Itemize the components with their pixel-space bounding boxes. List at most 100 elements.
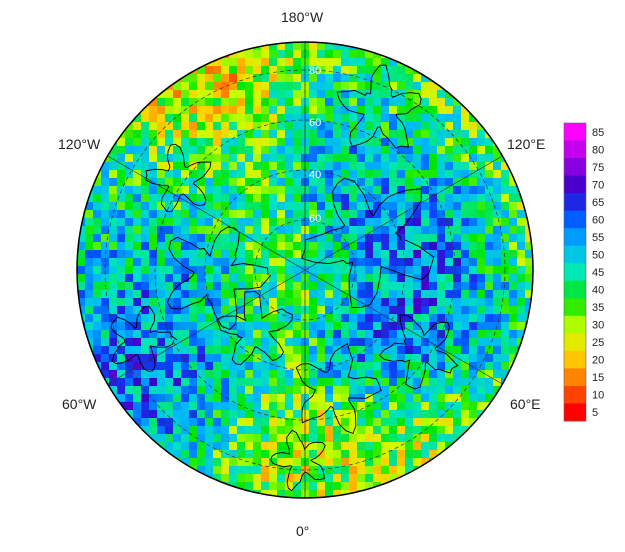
raster-cell bbox=[349, 58, 357, 66]
raster-cell bbox=[405, 314, 413, 322]
raster-cell bbox=[197, 274, 205, 282]
raster-cell bbox=[493, 258, 501, 266]
raster-cell bbox=[397, 122, 405, 130]
raster-cell bbox=[493, 266, 501, 274]
raster-cell bbox=[349, 322, 357, 330]
raster-cell bbox=[277, 426, 285, 434]
raster-cell bbox=[213, 298, 221, 306]
raster-cell bbox=[253, 458, 261, 466]
raster-cell bbox=[421, 194, 429, 202]
raster-cell bbox=[277, 282, 285, 290]
raster-cell bbox=[253, 66, 261, 74]
raster-cell bbox=[141, 354, 149, 362]
raster-cell bbox=[117, 258, 125, 266]
raster-cell bbox=[205, 274, 213, 282]
raster-cell bbox=[237, 122, 245, 130]
raster-cell bbox=[261, 442, 269, 450]
raster-cell bbox=[429, 354, 437, 362]
raster-cell bbox=[325, 250, 333, 258]
raster-cell bbox=[373, 250, 381, 258]
raster-cell bbox=[317, 74, 325, 82]
raster-cell bbox=[453, 370, 461, 378]
raster-cell bbox=[181, 362, 189, 370]
raster-cell bbox=[117, 234, 125, 242]
raster-cell bbox=[101, 258, 109, 266]
raster-cell bbox=[181, 98, 189, 106]
raster-cell bbox=[93, 338, 101, 346]
raster-cell bbox=[477, 130, 485, 138]
raster-cell bbox=[85, 226, 93, 234]
raster-cell bbox=[229, 442, 237, 450]
raster-cell bbox=[373, 58, 381, 66]
raster-cell bbox=[269, 394, 277, 402]
raster-cell bbox=[405, 242, 413, 250]
raster-cell bbox=[405, 466, 413, 474]
raster-cell bbox=[293, 58, 301, 66]
raster-cell bbox=[325, 170, 333, 178]
raster-cell bbox=[181, 338, 189, 346]
raster-cell bbox=[445, 370, 453, 378]
raster-cell bbox=[477, 378, 485, 386]
raster-cell bbox=[237, 330, 245, 338]
raster-cell bbox=[477, 394, 485, 402]
raster-cell bbox=[101, 250, 109, 258]
raster-cell bbox=[173, 138, 181, 146]
raster-cell bbox=[253, 410, 261, 418]
raster-cell bbox=[317, 66, 325, 74]
raster-cell bbox=[245, 394, 253, 402]
raster-cell bbox=[293, 226, 301, 234]
parallel bbox=[104, 69, 506, 471]
raster-cell bbox=[245, 282, 253, 290]
raster-cell bbox=[109, 282, 117, 290]
raster-cell bbox=[333, 242, 341, 250]
raster-cell bbox=[445, 210, 453, 218]
coastlines bbox=[110, 64, 459, 492]
raster-cell bbox=[365, 74, 373, 82]
raster-cell bbox=[149, 170, 157, 178]
raster-cell bbox=[405, 306, 413, 314]
raster-cell bbox=[237, 426, 245, 434]
raster-cell bbox=[165, 106, 173, 114]
raster-cell bbox=[157, 386, 165, 394]
raster-cell bbox=[317, 426, 325, 434]
raster-cell bbox=[469, 138, 477, 146]
raster-cell bbox=[421, 170, 429, 178]
raster-cell bbox=[453, 250, 461, 258]
raster-cell bbox=[525, 250, 533, 258]
raster-cell bbox=[93, 218, 101, 226]
raster-cell bbox=[429, 162, 437, 170]
raster-cell bbox=[253, 170, 261, 178]
raster-cell bbox=[349, 162, 357, 170]
raster-cell bbox=[485, 170, 493, 178]
raster-cell bbox=[429, 170, 437, 178]
raster-cell bbox=[125, 218, 133, 226]
raster-cell bbox=[309, 290, 317, 298]
raster-cell bbox=[357, 170, 365, 178]
raster-cell bbox=[445, 314, 453, 322]
raster-cell bbox=[157, 146, 165, 154]
raster-cell bbox=[437, 458, 445, 466]
raster-cell bbox=[173, 282, 181, 290]
raster-cell bbox=[453, 194, 461, 202]
raster-cell bbox=[117, 322, 125, 330]
raster-cell bbox=[453, 146, 461, 154]
raster-cell bbox=[349, 282, 357, 290]
raster-cell bbox=[197, 74, 205, 82]
raster-cell bbox=[365, 50, 373, 58]
raster-cell bbox=[237, 74, 245, 82]
coastline bbox=[301, 177, 435, 309]
raster-cell bbox=[173, 394, 181, 402]
raster-cell bbox=[277, 434, 285, 442]
raster-cell bbox=[189, 386, 197, 394]
raster-cell bbox=[77, 298, 85, 306]
raster-cell bbox=[93, 258, 101, 266]
raster-cell bbox=[357, 210, 365, 218]
raster-cell bbox=[269, 482, 277, 490]
raster-cell bbox=[357, 434, 365, 442]
raster-cell bbox=[405, 58, 413, 66]
raster-cell bbox=[365, 82, 373, 90]
raster-cell bbox=[149, 194, 157, 202]
raster-cell bbox=[469, 122, 477, 130]
raster-cell bbox=[357, 346, 365, 354]
raster-cell bbox=[293, 194, 301, 202]
